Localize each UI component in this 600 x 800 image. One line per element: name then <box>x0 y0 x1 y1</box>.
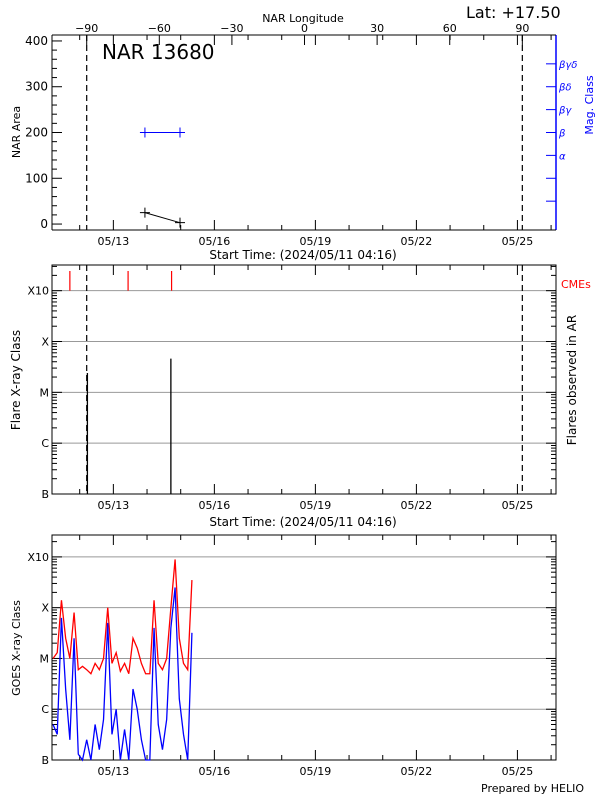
class-tick-label: B <box>41 488 49 501</box>
x-tick-label: 05/25 <box>502 235 534 248</box>
x-tick-label: 05/16 <box>199 499 231 512</box>
class-tick-label: C <box>41 703 49 716</box>
mag-class-point <box>139 127 150 138</box>
y-tick-label: 300 <box>25 80 48 94</box>
nar-area-axis-label: NAR Area <box>10 106 23 158</box>
latitude-label: Lat: +17.50 <box>466 3 561 22</box>
x-tick-label: 05/13 <box>98 765 130 778</box>
flares-observed-axis-label: Flares observed in AR <box>565 315 579 445</box>
panel2-x-axis-label: Start Time: (2024/05/11 04:16) <box>209 515 396 529</box>
nar-area-line <box>144 212 181 224</box>
cme-label: CMEs <box>561 278 591 291</box>
y-tick-label: 400 <box>25 34 48 48</box>
x-tick-label: 05/19 <box>300 235 332 248</box>
y-tick-label: 0 <box>40 217 48 231</box>
x-tick-label: 05/22 <box>401 765 433 778</box>
panel2-frame <box>51 264 557 495</box>
credit-label: Prepared by HELIO <box>481 782 584 795</box>
mag-class-point <box>174 127 185 138</box>
class-tick-label: X10 <box>27 285 49 298</box>
x-tick-label: 05/19 <box>300 765 332 778</box>
class-tick-label: B <box>41 754 49 767</box>
mag-class-tick-label: α <box>559 151 566 162</box>
x-tick-label: 05/16 <box>199 765 231 778</box>
goes-class-axis-label: GOES X-ray Class <box>10 600 23 696</box>
x-tick-label: 05/19 <box>300 499 332 512</box>
class-tick-label: M <box>40 652 50 665</box>
x-tick-label: 05/25 <box>502 499 534 512</box>
longitude-tick-label: 30 <box>370 22 384 35</box>
longitude-tick-label: 0 <box>301 22 308 35</box>
longitude-tick-label: −90 <box>75 22 98 35</box>
goes-long-channel-line <box>52 559 193 675</box>
goes-short-channel-line <box>52 587 193 762</box>
x-tick-label: 05/22 <box>401 499 433 512</box>
longitude-tick-label: −30 <box>220 22 243 35</box>
nar-area-point <box>139 207 150 218</box>
nar-area-point <box>174 217 185 228</box>
mag-class-tick-label: βγ <box>558 106 572 117</box>
longitude-tick-label: 60 <box>443 22 457 35</box>
mag-class-tick-label: βγδ <box>558 60 577 71</box>
class-tick-label: M <box>40 386 50 399</box>
longitude-tick-label: −60 <box>148 22 171 35</box>
nar-title: NAR 13680 <box>102 40 215 64</box>
mag-class-tick-label: βδ <box>558 83 572 94</box>
x-tick-label: 05/13 <box>98 235 130 248</box>
panel1-x-axis-label: Start Time: (2024/05/11 04:16) <box>209 248 396 262</box>
panel3-frame <box>51 534 557 761</box>
flare-class-axis-label: Flare X-ray Class <box>9 330 23 430</box>
x-tick-label: 05/13 <box>98 499 130 512</box>
class-tick-label: X10 <box>27 551 49 564</box>
class-tick-label: C <box>41 437 49 450</box>
x-tick-label: 05/16 <box>199 235 231 248</box>
y-tick-label: 200 <box>25 126 48 140</box>
mag-class-tick-label: β <box>558 129 566 140</box>
class-tick-label: X <box>41 602 49 615</box>
x-tick-label: 05/22 <box>401 235 433 248</box>
x-tick-label: 05/25 <box>502 765 534 778</box>
longitude-axis-title: NAR Longitude <box>262 12 344 25</box>
class-tick-label: X <box>41 336 49 349</box>
mag-class-axis-label: Mag. Class <box>583 75 596 134</box>
y-tick-label: 100 <box>25 171 48 185</box>
longitude-tick-label: 90 <box>515 22 529 35</box>
